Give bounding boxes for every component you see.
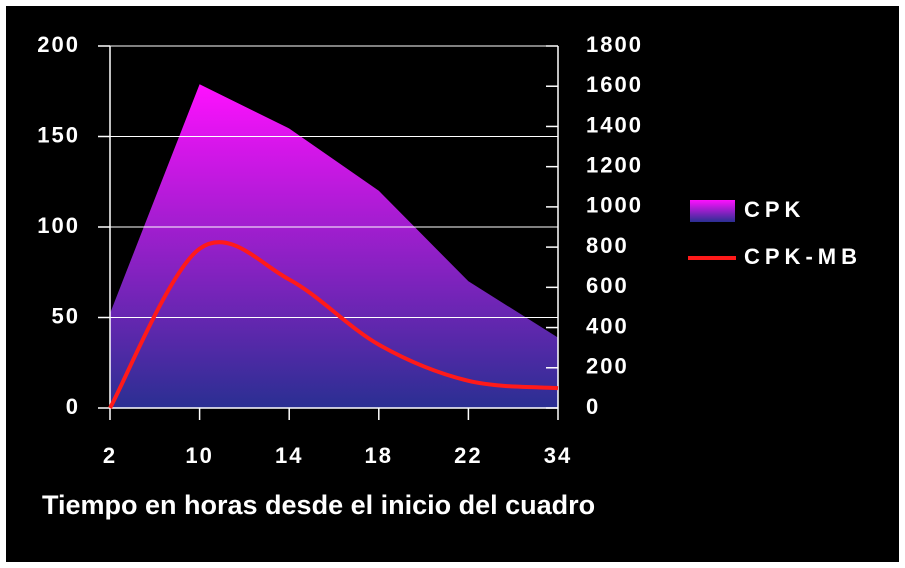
y2-tick-label: 400	[586, 313, 629, 338]
x-tick-label: 10	[185, 443, 213, 468]
legend-label: CPK-MB	[744, 244, 862, 269]
x-axis-label: Tiempo en horas desde el inicio del cuad…	[42, 490, 595, 520]
y2-tick-label: 0	[586, 394, 600, 419]
line	[108, 240, 559, 409]
y2-tick-label: 1200	[586, 152, 643, 177]
x-tick-label: 14	[275, 443, 303, 468]
x-tick-label: 18	[365, 443, 393, 468]
y2-tick-label: 1600	[586, 72, 643, 97]
y2-tick-label: 800	[586, 233, 629, 258]
x-tick-label: 22	[454, 443, 482, 468]
x-tick-label: 2	[103, 443, 117, 468]
y2-tick-label: 200	[586, 354, 629, 379]
y-tick-label: 0	[66, 394, 80, 419]
legend-swatch	[690, 200, 735, 222]
y2-tick-label: 600	[586, 273, 629, 298]
y2-tick-label: 1000	[586, 193, 643, 218]
x-tick-label: 34	[544, 443, 572, 468]
y-tick-label: 150	[37, 122, 80, 147]
y2-tick-label: 1800	[586, 32, 643, 57]
y-tick-label: 200	[37, 32, 80, 57]
y-tick-label: 50	[52, 303, 80, 328]
legend-label: CPK	[744, 197, 805, 222]
y-tick-label: 100	[37, 213, 80, 238]
area	[110, 84, 558, 408]
y2-tick-label: 1400	[586, 112, 643, 137]
